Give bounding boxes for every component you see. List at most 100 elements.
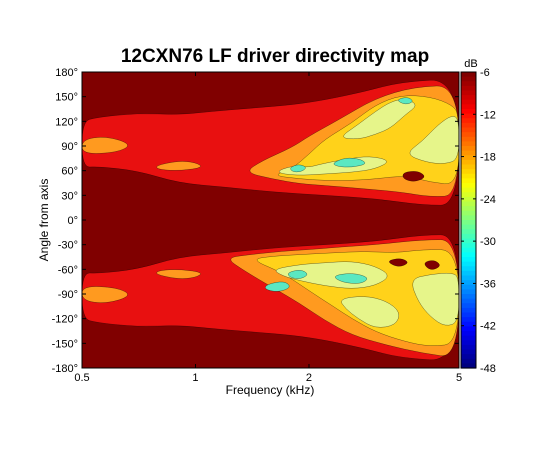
- colorbar-band: [461, 178, 476, 184]
- colorbar-band: [461, 127, 476, 133]
- colorbar-band: [461, 150, 476, 156]
- contour-region: [335, 273, 368, 284]
- colorbar-band: [461, 164, 476, 170]
- colorbar-band: [461, 85, 476, 92]
- colorbar-band: [461, 76, 476, 82]
- colorbar-band: [461, 173, 476, 179]
- colorbar-band: [461, 109, 476, 115]
- colorbar-band: [461, 354, 476, 360]
- colorbar-band: [461, 289, 476, 295]
- colorbar-band: [461, 280, 476, 286]
- colorbar-band: [461, 72, 476, 78]
- colorbar-band: [461, 95, 476, 101]
- colorbar-band: [461, 294, 476, 300]
- y-tick-label: -90°: [58, 289, 78, 301]
- x-tick-label: 5: [456, 372, 462, 384]
- colorbar-band: [461, 141, 476, 147]
- contour-region: [409, 116, 459, 164]
- colorbar-band: [461, 183, 476, 189]
- colorbar-band: [461, 307, 476, 314]
- colorbar-label: dB: [464, 58, 477, 70]
- colorbar-band: [461, 159, 476, 166]
- colorbar-tick-label: -18: [480, 152, 496, 164]
- colorbar-band: [461, 155, 476, 161]
- colorbar-band: [461, 238, 476, 244]
- colorbar-band: [461, 266, 476, 272]
- colorbar-band: [461, 261, 476, 267]
- x-axis: 0.5 1 2 5: [74, 72, 462, 384]
- colorbar-band: [461, 321, 476, 327]
- colorbar-band: [461, 113, 476, 119]
- y-tick-label: -60°: [58, 264, 78, 276]
- colorbar-band: [461, 326, 476, 332]
- y-tick-label: -150°: [52, 338, 78, 350]
- colorbar-tick-label: -42: [480, 321, 496, 333]
- y-tick-label: 0°: [67, 215, 78, 227]
- x-axis-label: Frequency (kHz): [226, 383, 315, 397]
- y-tick-label: 150°: [55, 92, 78, 104]
- plot-area: [81, 71, 460, 369]
- colorbar-tick-label: -6: [480, 67, 490, 79]
- contour-region: [333, 157, 366, 168]
- colorbar-band: [461, 206, 476, 212]
- x-tick-label: 0.5: [74, 372, 89, 384]
- colorbar-band: [461, 363, 476, 369]
- colorbar-band: [461, 252, 476, 258]
- colorbar-frame: [460, 71, 477, 369]
- colorbar-band: [461, 303, 476, 309]
- contour-region: [398, 97, 413, 105]
- y-tick-label: -30°: [58, 240, 78, 252]
- y-tick-label: -120°: [52, 314, 78, 326]
- contour-region: [82, 286, 128, 303]
- colorbar-tick-label: -30: [480, 236, 496, 248]
- colorbar: dB -6 -12 -18 -24 -30 -36 -42 -48: [460, 58, 496, 375]
- contour-region: [265, 281, 290, 292]
- colorbar-band: [461, 247, 476, 253]
- colorbar-band: [461, 233, 476, 240]
- colorbar-band: [461, 298, 476, 304]
- colorbar-band: [461, 224, 476, 230]
- colorbar-band: [461, 122, 476, 129]
- colorbar-band: [461, 169, 476, 175]
- contour-region: [424, 260, 440, 270]
- colorbar-band: [461, 317, 476, 323]
- colorbar-band: [461, 331, 476, 337]
- colorbar-tick-label: -24: [480, 194, 496, 206]
- colorbar-band: [461, 340, 476, 346]
- colorbar-band: [461, 196, 476, 203]
- y-axis: 180° 150° 120° 90° 60° 30° 0° -30° -60° -90° -120°…: [52, 67, 459, 375]
- y-axis-label: Angle from axis: [37, 179, 51, 262]
- x-tick-label: 2: [306, 372, 312, 384]
- colorbar-band: [461, 90, 476, 96]
- colorbar-band: [461, 284, 476, 290]
- contour-region: [82, 137, 128, 154]
- colorbar-band: [461, 229, 476, 235]
- contour-region: [277, 95, 459, 185]
- y-tick-label: 180°: [55, 67, 78, 79]
- colorbar-band: [461, 136, 476, 142]
- contour-region: [290, 164, 306, 173]
- colorbar-tick-label: -36: [480, 278, 496, 290]
- y-tick-label: 90°: [61, 141, 78, 153]
- contour-region: [288, 270, 308, 279]
- colorbar-band: [461, 243, 476, 249]
- colorbar-band: [461, 344, 476, 351]
- colorbar-band: [461, 220, 476, 226]
- contour-regions: [82, 79, 459, 361]
- colorbar-band: [461, 358, 476, 364]
- colorbar-band: [461, 146, 476, 152]
- chart-title: 12CXN76 LF driver directivity map: [121, 46, 429, 67]
- colorbar-band: [461, 187, 476, 193]
- colorbar-band: [461, 215, 476, 221]
- colorbar-band: [461, 118, 476, 124]
- colorbar-tick-label: -48: [480, 363, 496, 375]
- colorbar-band: [461, 335, 476, 341]
- colorbar-tick-label: -12: [480, 109, 496, 121]
- colorbar-band: [461, 275, 476, 281]
- colorbar-band: [461, 257, 476, 263]
- colorbar-band: [461, 81, 476, 87]
- contour-region: [402, 171, 425, 182]
- colorbar-band: [461, 210, 476, 216]
- colorbar-band: [461, 132, 476, 138]
